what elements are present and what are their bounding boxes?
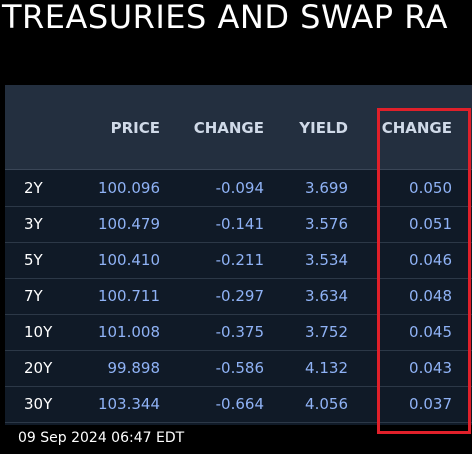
- cell-value: -0.375: [215, 323, 264, 341]
- row-label: 7Y: [24, 287, 43, 305]
- title: TREASURIES AND SWAP RA: [2, 0, 449, 36]
- cell-value: 3.576: [305, 215, 348, 233]
- row-label: 20Y: [24, 359, 53, 377]
- column-header: PRICE: [110, 119, 160, 137]
- cell-value: 3.534: [305, 251, 348, 269]
- row-label: 5Y: [24, 251, 43, 269]
- cell-value: 100.410: [97, 251, 160, 269]
- cell-value: 3.699: [305, 179, 348, 197]
- cell-value: 0.045: [409, 323, 452, 341]
- cell-value: -0.586: [215, 359, 264, 377]
- table-row: 10Y 101.008 -0.375 3.752 0.045: [5, 314, 472, 351]
- highlight-box: [377, 108, 471, 434]
- table-header: PRICE CHANGE YIELD CHANGE: [5, 85, 472, 170]
- cell-value: -0.141: [215, 215, 264, 233]
- cell-value: -0.664: [215, 395, 264, 413]
- cell-value: 103.344: [97, 395, 160, 413]
- cell-value: 0.043: [409, 359, 452, 377]
- row-label: 2Y: [24, 179, 43, 197]
- cell-value: -0.094: [215, 179, 264, 197]
- table-row: 20Y 99.898 -0.586 4.132 0.043: [5, 350, 472, 387]
- cell-value: -0.297: [215, 287, 264, 305]
- cell-value: 0.051: [409, 215, 452, 233]
- column-header: CHANGE: [193, 119, 264, 137]
- cell-value: 0.048: [409, 287, 452, 305]
- cell-value: 3.752: [305, 323, 348, 341]
- cell-value: 0.037: [409, 395, 452, 413]
- cell-value: 0.046: [409, 251, 452, 269]
- row-label: 30Y: [24, 395, 53, 413]
- cell-value: 4.132: [305, 359, 348, 377]
- cell-value: 100.096: [97, 179, 160, 197]
- cell-value: 3.634: [305, 287, 348, 305]
- column-header: CHANGE: [381, 119, 452, 137]
- row-label: 10Y: [24, 323, 53, 341]
- column-header: YIELD: [299, 119, 348, 137]
- table-row: 5Y 100.410 -0.211 3.534 0.046: [5, 242, 472, 279]
- row-label: 3Y: [24, 215, 43, 233]
- timestamp: 09 Sep 2024 06:47 EDT: [18, 430, 185, 446]
- cell-value: 100.479: [97, 215, 160, 233]
- cell-value: 99.898: [107, 359, 161, 377]
- cell-value: 100.711: [97, 287, 160, 305]
- table: PRICE CHANGE YIELD CHANGE 2Y 100.096 -0.094 3.…: [5, 85, 472, 425]
- cell-value: 101.008: [97, 323, 160, 341]
- cell-value: 0.050: [409, 179, 452, 197]
- table-row: 2Y 100.096 -0.094 3.699 0.050: [5, 170, 472, 207]
- table-row: 7Y 100.711 -0.297 3.634 0.048: [5, 278, 472, 315]
- table-row: 3Y 100.479 -0.141 3.576 0.051: [5, 206, 472, 243]
- table-row: 30Y 103.344 -0.664 4.056 0.037: [5, 386, 472, 423]
- cell-value: -0.211: [215, 251, 264, 269]
- cell-value: 4.056: [305, 395, 348, 413]
